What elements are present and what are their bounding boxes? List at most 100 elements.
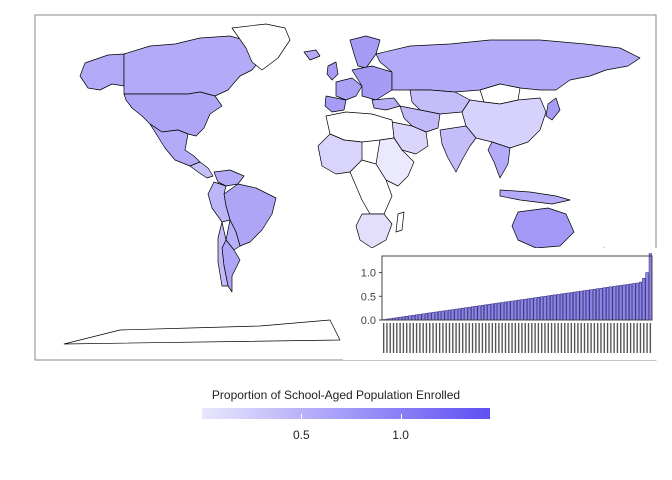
country-russia [375,39,641,93]
bar [563,293,567,321]
bar [615,285,619,321]
bar [447,309,452,321]
bar [622,284,626,321]
country-iceland [303,49,321,61]
bar [569,292,573,321]
bar [421,313,425,321]
bar [523,298,527,321]
bar [645,272,649,321]
bar [635,282,639,321]
bar [487,304,491,321]
bar [619,285,623,321]
bar [576,291,580,321]
country-turkey [371,97,401,111]
bar [648,253,652,321]
country-scandinavia [349,35,381,69]
bar [579,290,583,321]
bar [586,289,590,321]
bar [428,312,432,321]
bar [474,306,478,321]
country-central-america [189,161,214,179]
bar [526,298,531,321]
bar [510,300,514,321]
bar [470,306,475,321]
bar [490,303,494,321]
y-tick-label: 0.5 [361,291,376,303]
bar [520,299,524,321]
country-alaska [79,53,125,91]
bar [589,289,593,321]
country-bolivia-paraguay [225,219,241,251]
bar [582,290,587,321]
bar [536,296,540,321]
bar [629,283,633,321]
country-iberia [324,95,347,113]
bar [451,309,455,321]
bar [434,311,438,321]
inset-plot-border [381,255,653,321]
legend-title: Proportion of School-Aged Population Enr… [211,388,461,402]
bar [408,315,412,321]
y-tick-label: 0.0 [361,315,376,327]
bar [596,288,600,321]
bar [592,288,596,321]
bar [497,302,501,321]
country-southeast-asia [487,141,511,179]
legend-tick-mark [400,414,402,419]
bar [605,287,610,321]
bar [625,284,629,321]
bar [464,307,468,321]
bar [405,315,409,321]
bar [484,304,488,321]
country-greenland [231,23,291,71]
bar [441,310,445,321]
legend-tick-mark [301,414,303,419]
country-usa [123,91,223,137]
inset-y-axis: 0.0 0.5 1.0 [361,268,382,327]
bar [543,296,547,321]
bar [556,294,560,321]
country-western-europe [335,77,363,101]
country-middle-east-iran [399,105,441,133]
bar [500,302,504,321]
bar [517,299,521,321]
country-uk [326,61,339,81]
legend-color-bar [202,408,490,419]
bar [599,287,603,321]
bar [477,305,481,321]
bar [503,301,508,321]
bar [546,295,550,321]
bar [507,301,511,321]
bar [550,295,554,321]
country-indonesia [499,189,571,205]
bar [566,292,570,321]
country-central-europe [351,65,393,101]
bar [454,308,458,321]
bar [438,311,442,321]
bar [540,296,544,321]
bar [480,305,484,321]
bar [553,294,557,321]
bar [444,310,448,321]
bar [612,286,616,321]
country-japan [545,97,561,121]
bar [418,314,422,321]
bar [411,315,415,321]
country-india [439,125,477,173]
legend-tick-label: 0.5 [292,428,310,442]
bar [642,278,646,321]
bar [415,314,419,321]
bar [457,308,461,321]
bar [533,297,537,321]
country-mexico [149,123,201,167]
bar [573,291,577,321]
bar [467,306,471,321]
bar [431,312,435,321]
bar [461,307,465,321]
bar [632,283,636,321]
bar [424,313,429,321]
bar [530,297,534,321]
country-australia [511,207,575,249]
country-china [461,97,547,149]
